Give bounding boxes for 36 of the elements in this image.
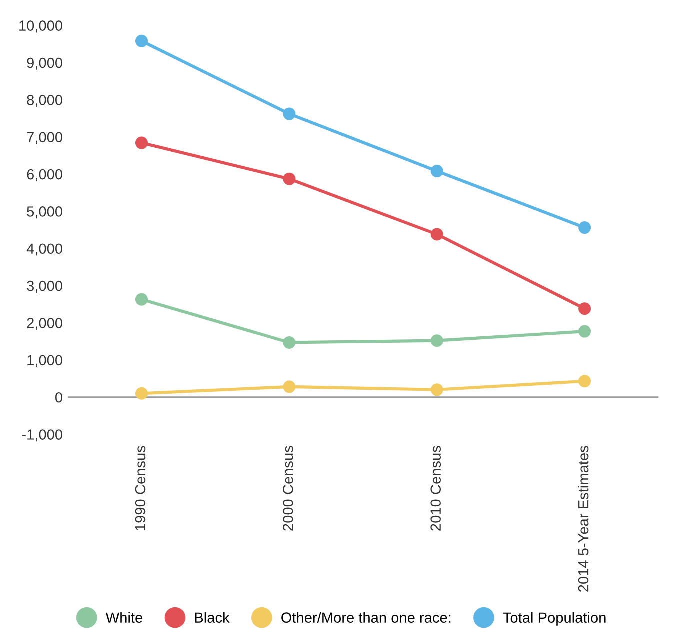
point xyxy=(578,375,592,388)
x-tick-label: 2010 Census xyxy=(430,446,442,531)
y-tick-label: -1,000 xyxy=(22,430,62,442)
x-tick-label: 1990 Census xyxy=(135,446,146,530)
y-tick-label: 7,000 xyxy=(27,132,62,144)
y-tick-label: 4,000 xyxy=(26,244,62,256)
point xyxy=(135,387,148,400)
point xyxy=(430,334,444,348)
y-tick-label: 3,000 xyxy=(27,280,62,293)
y-tick-label: 2,000 xyxy=(27,318,62,330)
point xyxy=(135,136,148,150)
point xyxy=(430,165,444,178)
point xyxy=(135,293,148,306)
legend-label: Black xyxy=(195,612,230,623)
legend-label: White xyxy=(106,612,142,623)
y-tick-label: 8,000 xyxy=(27,95,62,108)
point xyxy=(283,172,296,186)
y-tick-label: 5,000 xyxy=(27,206,62,219)
y-tick-label: 0 xyxy=(56,392,62,403)
point xyxy=(578,222,592,234)
y-tick-label: 6,000 xyxy=(27,169,62,182)
point xyxy=(578,302,592,316)
point xyxy=(283,380,296,394)
point xyxy=(283,108,296,120)
legend-label: Other/More than one race: xyxy=(282,612,451,623)
point xyxy=(135,34,148,48)
legend-label: Total Population xyxy=(503,612,606,626)
y-tick-label: 9,000 xyxy=(27,58,62,70)
y-tick-label: 1,000 xyxy=(28,355,62,368)
x-tick-label: 2014 5-Year Estimates xyxy=(578,446,589,592)
point xyxy=(430,384,444,396)
point xyxy=(578,325,592,338)
point xyxy=(283,336,296,349)
point xyxy=(430,228,444,241)
y-tick-label: 10,000 xyxy=(20,20,62,33)
x-tick-label: 2000 Census xyxy=(283,446,294,531)
